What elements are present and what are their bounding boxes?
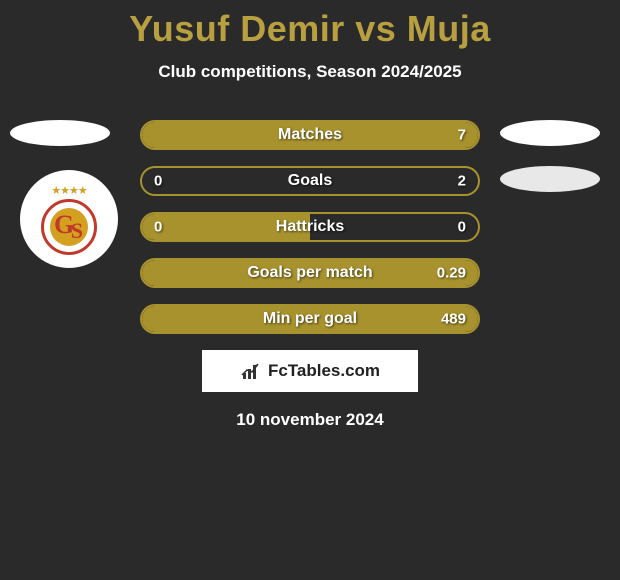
stats-area: ★★★★ G S Matches7Goals02Hattricks00Goals…: [0, 120, 620, 430]
stat-value-right: 2: [458, 173, 466, 190]
stat-label: Goals: [288, 172, 332, 190]
stat-row: Hattricks 0 0: [140, 212, 480, 242]
stat-label: Min per goal: [263, 310, 357, 328]
watermark-text: FcTables.com: [268, 361, 380, 381]
stat-row: Min per goal 489: [140, 304, 480, 334]
stat-label: Goals per match: [247, 264, 372, 282]
subtitle: Club competitions, Season 2024/2025: [0, 62, 620, 82]
player2-placeholder-ellipse-2: [500, 166, 600, 192]
watermark[interactable]: FcTables.com: [202, 350, 418, 392]
stat-row: Goals 0 2: [140, 166, 480, 196]
player1-placeholder-ellipse: [10, 120, 110, 146]
stat-value-left: 0: [154, 219, 162, 236]
stat-value-left: 0: [154, 173, 162, 190]
player2-placeholder-ellipse-1: [500, 120, 600, 146]
chart-icon: [240, 361, 264, 381]
stat-rows: Matches 7 Goals 0 2 Hattricks 0 0 Goals per matc…: [140, 120, 480, 334]
stat-value-right: 0.29: [437, 265, 466, 282]
stat-label: Matches: [278, 126, 342, 144]
stat-label: Hattricks: [276, 218, 344, 236]
stat-row: Matches 7: [140, 120, 480, 150]
badge-letter-s: S: [71, 218, 83, 244]
stat-value-right: 489: [441, 311, 466, 328]
stat-value-right: 0: [458, 219, 466, 236]
stat-value-right: 7: [458, 127, 466, 144]
date: 10 november 2024: [0, 410, 620, 430]
badge-stars: ★★★★: [51, 184, 86, 197]
club-badge: ★★★★ G S: [20, 170, 118, 268]
badge-inner: G S: [41, 199, 97, 255]
stat-row: Goals per match 0.29: [140, 258, 480, 288]
page-title: Yusuf Demir vs Muja: [0, 8, 620, 50]
badge-inner-circle: G S: [50, 208, 88, 246]
